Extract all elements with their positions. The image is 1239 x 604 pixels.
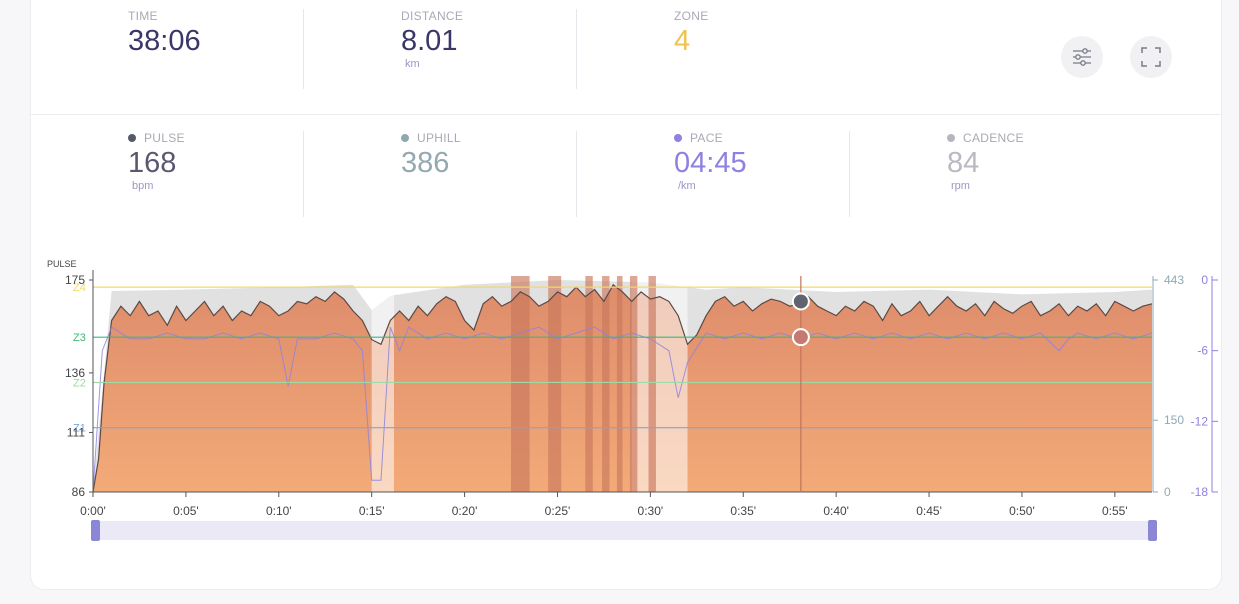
fullscreen-button[interactable] xyxy=(1130,36,1172,78)
cursor-pulse-marker xyxy=(791,292,810,311)
cursor-pace-marker xyxy=(791,328,810,347)
stat-time-value: 38:06 xyxy=(128,25,201,57)
stat-distance-label: DISTANCE xyxy=(401,9,464,23)
metric-pulse-unit: bpm xyxy=(132,180,154,192)
metric-pace[interactable]: PACE 04:45 /km xyxy=(577,131,850,217)
elevation-tick-1: 150 xyxy=(1164,413,1184,427)
timeline-handle-end[interactable] xyxy=(1148,520,1157,541)
pace-tick-2: -12 xyxy=(1191,414,1209,428)
dark-band-0 xyxy=(511,276,530,492)
left-tick-2: 111 xyxy=(67,425,86,439)
sliders-icon xyxy=(1073,48,1091,66)
metric-uphill[interactable]: UPHILL 386 xyxy=(304,131,577,217)
dark-band-4 xyxy=(616,276,623,492)
pace-dot-icon xyxy=(674,134,682,142)
workout-card: TIME 38:06 DISTANCE 8.01 km ZONE 4 xyxy=(30,0,1222,590)
section-divider xyxy=(31,114,1221,115)
x-tick-11: 0:55' xyxy=(1102,504,1128,518)
metric-pulse-label: PULSE xyxy=(128,131,303,145)
elevation-tick-0: 443 xyxy=(1164,273,1184,287)
x-tick-1: 0:05' xyxy=(173,504,199,518)
light-band-1 xyxy=(631,276,688,492)
metric-uphill-label: UPHILL xyxy=(401,131,576,145)
metric-cadence-label: CADENCE xyxy=(947,131,1123,145)
stat-zone-label: ZONE xyxy=(674,9,709,23)
fullscreen-icon xyxy=(1141,47,1161,67)
dark-band-6 xyxy=(648,276,656,492)
zone-label-z2: Z2 xyxy=(73,377,86,389)
x-tick-0: 0:00' xyxy=(80,504,106,518)
metric-pace-unit: /km xyxy=(678,180,696,192)
stat-time: TIME 38:06 xyxy=(31,9,304,89)
stat-zone-value: 4 xyxy=(674,25,691,57)
stat-distance-unit: km xyxy=(405,58,420,70)
dark-band-2 xyxy=(585,276,593,492)
zone-label-z3: Z3 xyxy=(73,332,86,344)
dark-band-1 xyxy=(548,276,562,492)
metric-cadence-value: 84 xyxy=(947,147,980,179)
left-tick-1: 136 xyxy=(65,366,85,380)
x-tick-3: 0:15' xyxy=(359,504,385,518)
x-tick-7: 0:35' xyxy=(730,504,756,518)
settings-button[interactable] xyxy=(1061,36,1103,78)
metric-pulse[interactable]: PULSE 168 bpm xyxy=(31,131,304,217)
stat-distance: DISTANCE 8.01 km xyxy=(304,9,577,89)
pace-tick-0: 0 xyxy=(1201,273,1208,287)
elevation-tick-2: 0 xyxy=(1164,485,1171,499)
light-band-0 xyxy=(371,276,394,492)
left-tick-3: 86 xyxy=(72,485,86,499)
pulse-line xyxy=(92,283,1153,493)
pace-tick-3: -18 xyxy=(1191,485,1209,499)
metric-uphill-value: 386 xyxy=(401,147,450,179)
x-tick-9: 0:45' xyxy=(916,504,942,518)
summary-row: TIME 38:06 DISTANCE 8.01 km ZONE 4 xyxy=(31,9,1221,101)
left-tick-0: 175 xyxy=(65,273,85,287)
metric-cadence[interactable]: CADENCE 84 rpm xyxy=(850,131,1123,217)
x-tick-8: 0:40' xyxy=(823,504,849,518)
timeline-handle-start[interactable] xyxy=(91,520,100,541)
metric-pulse-value: 168 xyxy=(128,147,177,179)
x-tick-5: 0:25' xyxy=(545,504,571,518)
dark-band-3 xyxy=(602,276,610,492)
zone-label-z1: Z1 xyxy=(73,423,86,435)
timeline-scrollbar[interactable] xyxy=(91,520,1157,541)
cadence-dot-icon xyxy=(947,134,955,142)
dark-band-5 xyxy=(629,276,638,492)
pulse-dot-icon xyxy=(128,134,136,142)
uphill-dot-icon xyxy=(401,134,409,142)
pace-tick-1: -6 xyxy=(1197,344,1208,358)
metrics-row: PULSE 168 bpm UPHILL 386 PACE 04:45 /km … xyxy=(31,131,1221,219)
y-axis-title: PULSE xyxy=(47,259,77,269)
x-tick-4: 0:20' xyxy=(452,504,478,518)
x-tick-2: 0:10' xyxy=(266,504,292,518)
metric-pace-label: PACE xyxy=(674,131,849,145)
stat-distance-value: 8.01 xyxy=(401,25,458,57)
metric-pace-value: 04:45 xyxy=(674,147,747,179)
metric-cadence-unit: rpm xyxy=(951,180,970,192)
workout-chart[interactable]: Z4 Z3 Z2 Z1 PULSE 175 136 111 86 443 150 0 0 -6 -12 -18… xyxy=(31,0,1223,521)
zone-label-z4: Z4 xyxy=(73,282,86,294)
stat-time-label: TIME xyxy=(128,9,158,23)
stat-zone: ZONE 4 xyxy=(577,9,850,89)
x-tick-6: 0:30' xyxy=(638,504,664,518)
x-tick-10: 0:50' xyxy=(1009,504,1035,518)
